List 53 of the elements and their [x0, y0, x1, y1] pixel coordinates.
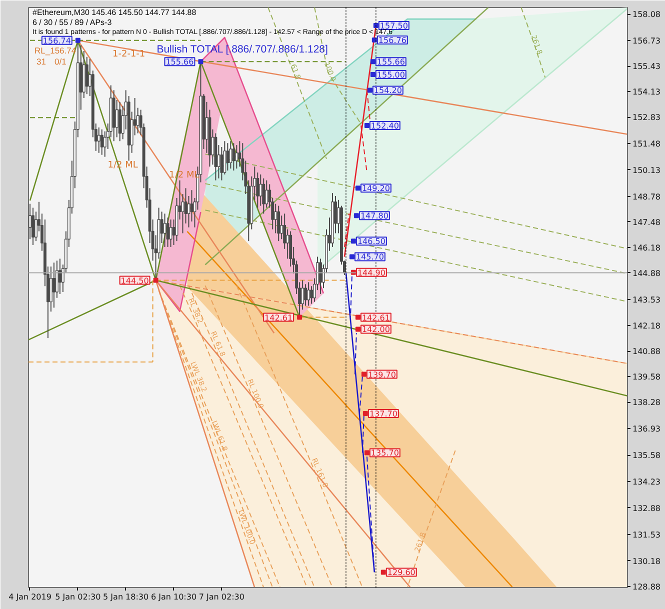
data-label: 142.61	[264, 313, 293, 322]
data-label: 139.70	[368, 370, 396, 380]
data-label: 156.76	[378, 36, 406, 46]
data-label: 155.66	[166, 58, 194, 67]
x-tick-label: 6 Jan 10:30	[150, 592, 197, 602]
data-label: 156.74	[42, 36, 71, 46]
annotation: 1-2-1-1	[112, 49, 146, 60]
data-label: 154.20	[374, 86, 402, 96]
data-label: 142.00	[362, 325, 390, 334]
y-tick-label: 143.53	[632, 295, 660, 304]
x-tick-label: 5 Jan 02:30	[55, 592, 101, 602]
y-tick-label: 142.18	[632, 322, 660, 331]
data-label: 149.20	[362, 184, 390, 194]
y-tick-label: 152.83	[632, 113, 660, 122]
y-tick-label: 151.48	[632, 139, 660, 148]
y-tick-label: 150.13	[632, 166, 660, 175]
data-label: 142.61	[362, 313, 390, 322]
data-label: 144.90	[357, 268, 386, 278]
data-label: 155.00	[376, 70, 405, 80]
data-label: 144.50	[120, 276, 149, 286]
data-label: 146.50	[357, 237, 386, 246]
annotation: 31	[36, 56, 46, 66]
x-tick-label: 4 Jan 2019	[8, 592, 52, 602]
annotation: 0/1	[54, 56, 67, 66]
data-label: 152.40	[370, 121, 399, 130]
y-tick-label: 148.78	[632, 192, 660, 202]
y-tick-label: 147.48	[632, 218, 660, 227]
data-label: 147.80	[360, 212, 388, 221]
x-tick-label: 5 Jan 18:30	[103, 592, 149, 602]
y-tick-label: 128.88	[632, 582, 660, 592]
y-tick-label: 135.58	[632, 451, 660, 460]
y-tick-label: 130.18	[632, 556, 660, 566]
chart-title: #Ethereum,M30 145.46 145.50 144.77 144.88	[32, 8, 197, 17]
y-tick-label: 139.58	[632, 372, 660, 382]
y-tick-label: 140.88	[632, 347, 660, 356]
data-label: 145.70	[356, 252, 384, 262]
y-tick-label: 155.43	[632, 62, 660, 72]
data-label: 135.70	[370, 448, 399, 458]
y-tick-label: 138.28	[632, 398, 660, 408]
data-label: 137.70	[369, 410, 398, 418]
y-tick-label: 136.93	[632, 424, 660, 434]
y-tick-label: 158.08	[632, 10, 660, 20]
y-tick-label: 156.73	[632, 36, 660, 46]
y-tick-label: 132.88	[632, 504, 660, 513]
y-tick-label: 154.13	[632, 88, 660, 97]
data-label: 155.66	[376, 58, 405, 67]
ref-line-label: 144.88	[632, 268, 660, 278]
y-tick-label: 146.18	[632, 243, 660, 252]
y-tick-label: 134.23	[632, 477, 660, 486]
x-tick-label: 7 Jan 02:30	[198, 592, 244, 602]
text: 6 / 30 / 55 / 89 / APs-3	[32, 18, 112, 27]
y-tick-label: 131.53	[632, 530, 660, 540]
data-label: 129.60	[387, 568, 416, 578]
